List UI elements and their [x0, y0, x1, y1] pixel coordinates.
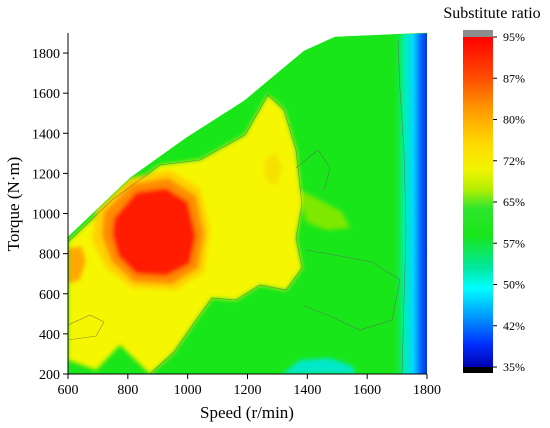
x-tick-label: 600: [58, 383, 79, 398]
contour-line-72: [68, 314, 105, 341]
contour-region-95: [112, 188, 196, 276]
colorbar-tick-label: 35%: [503, 360, 525, 374]
y-tick-label: 800: [39, 248, 60, 263]
x-tick-label: 1200: [234, 383, 262, 398]
colorbar-tick-label: 72%: [503, 154, 525, 168]
x-tick-label: 1400: [293, 383, 321, 398]
x-tick-label: 1600: [353, 383, 381, 398]
contour-line-edge: [397, 39, 407, 374]
colorbar-tick-label: 50%: [503, 278, 525, 292]
contour-region-low-edge: [392, 33, 427, 374]
x-ticks: 600 800 1000 1200 1400 1600 1800: [58, 374, 441, 398]
colorbar-cap-top: [463, 30, 493, 37]
contour-region-lightgreen-patch: [300, 190, 350, 230]
contour-region-yellow-spot: [264, 152, 282, 186]
y-axis-title: Torque (N·m): [4, 157, 23, 252]
contour-fill: [68, 33, 427, 374]
contour-region-orange-left: [68, 246, 86, 284]
contour-line-65: [303, 249, 401, 331]
envelope-line: [67, 32, 428, 238]
contour-region-cyan-bottom: [282, 358, 356, 374]
contour-line-72b: [295, 149, 331, 191]
y-tick-label: 1800: [32, 47, 60, 62]
x-tick-label: 1800: [413, 383, 441, 398]
y-tick-label: 1000: [32, 208, 60, 223]
y-tick-label: 1200: [32, 167, 60, 182]
colorbar-tick-label: 57%: [503, 236, 525, 250]
colorbar-tick-label: 42%: [503, 319, 525, 333]
colorbar-title: Substitute ratio: [443, 5, 540, 22]
colorbar-tick-label: 65%: [503, 195, 525, 209]
y-tick-label: 400: [39, 328, 60, 343]
colorbar-tick-label: 87%: [503, 71, 525, 85]
x-tick-label: 1000: [174, 383, 202, 398]
colorbar-tick-label: 95%: [503, 30, 525, 44]
y-tick-label: 1400: [32, 127, 60, 142]
contour-line-80: [68, 94, 303, 374]
colorbar-ticks: 95% 87% 80% 72% 65% 57% 50% 42% 35%: [493, 30, 525, 374]
x-tick-label: 800: [117, 383, 138, 398]
x-axis-title: Speed (r/min): [200, 403, 294, 422]
colorbar: [463, 37, 493, 367]
y-tick-label: 1600: [32, 87, 60, 102]
y-tick-label: 600: [39, 288, 60, 303]
colorbar-tick-label: 80%: [503, 113, 525, 127]
y-tick-label: 200: [39, 368, 60, 383]
colorbar-cap-bottom: [463, 367, 493, 373]
y-ticks: 200 400 600 800 1000 1200 1400 1600 1800: [32, 47, 68, 383]
